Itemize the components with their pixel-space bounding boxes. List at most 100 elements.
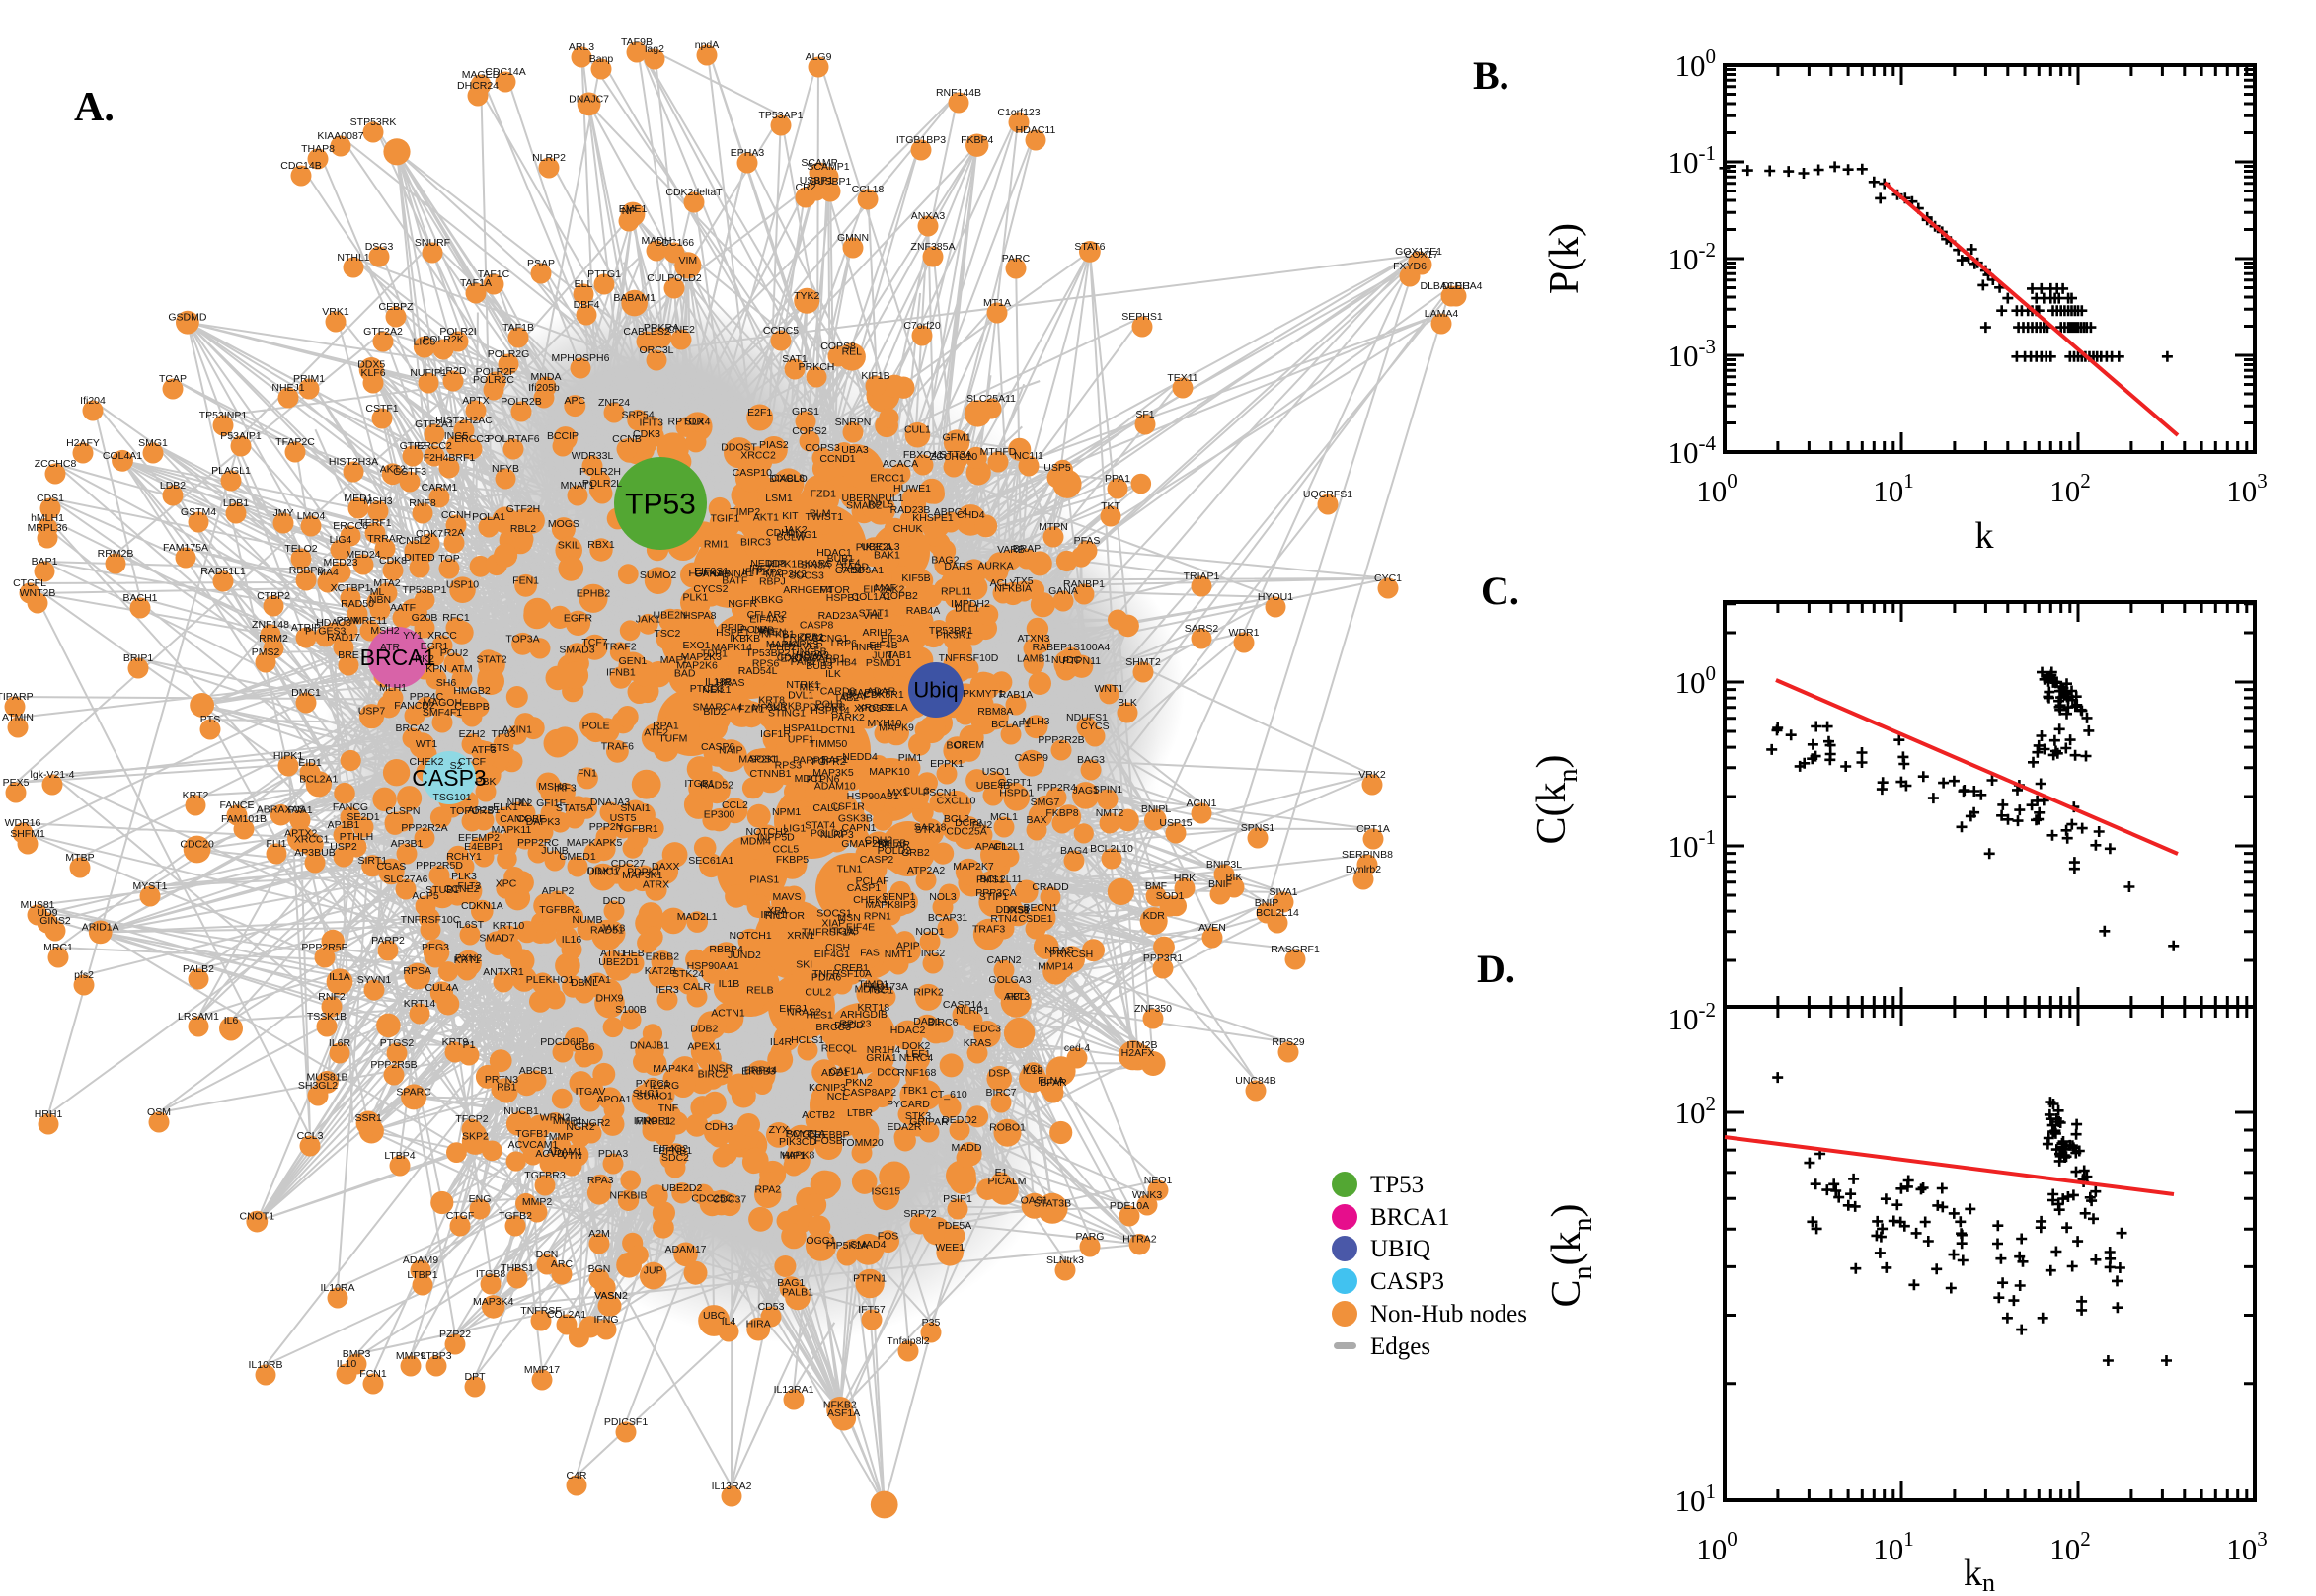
svg-text:ACTB2: ACTB2: [802, 1109, 835, 1121]
svg-text:CALR: CALR: [683, 981, 711, 993]
svg-text:HSPA8: HSPA8: [683, 610, 717, 622]
svg-text:STAT5A: STAT5A: [556, 802, 593, 814]
svg-text:IL6ST: IL6ST: [456, 919, 485, 931]
svg-text:SLNtrk3: SLNtrk3: [1046, 1254, 1084, 1266]
svg-text:KIAA0087: KIAA0087: [317, 130, 363, 142]
svg-text:IL4R: IL4R: [770, 1036, 793, 1048]
svg-text:RASGRF1: RASGRF1: [1271, 944, 1320, 955]
svg-text:EFNB1: EFNB1: [658, 1145, 692, 1157]
svg-text:RPA3: RPA3: [587, 1175, 614, 1186]
svg-text:MMP2: MMP2: [522, 1196, 552, 1208]
svg-text:CXCL8: CXCL8: [771, 473, 805, 485]
svg-text:COL1A1: COL1A1: [852, 591, 891, 603]
svg-text:KRT2: KRT2: [183, 790, 209, 801]
svg-text:GTF2A2: GTF2A2: [363, 326, 403, 338]
svg-text:FOS: FOS: [878, 1231, 899, 1243]
svg-text:GRB2: GRB2: [901, 847, 930, 859]
svg-text:CDC14B: CDC14B: [280, 160, 321, 172]
svg-text:RNF144B: RNF144B: [936, 87, 981, 99]
svg-text:VCL: VCL: [1023, 1063, 1043, 1075]
svg-text:TP53BP1: TP53BP1: [929, 625, 973, 637]
svg-text:IL16: IL16: [562, 934, 582, 946]
svg-text:MRPL36: MRPL36: [28, 522, 68, 534]
svg-text:HRH1: HRH1: [35, 1108, 63, 1120]
svg-text:DNAJC7: DNAJC7: [569, 93, 609, 105]
svg-text:DLEC: DLEC: [1442, 280, 1470, 292]
svg-text:GSTM4: GSTM4: [181, 506, 216, 518]
svg-text:FXYD6: FXYD6: [1393, 261, 1427, 272]
svg-text:XPC: XPC: [496, 878, 517, 890]
svg-text:PMS1: PMS1: [976, 874, 1005, 886]
svg-text:THAP8: THAP8: [301, 143, 335, 155]
svg-text:Banp: Banp: [589, 53, 614, 65]
svg-text:CT_610: CT_610: [930, 1089, 967, 1101]
svg-text:C4R: C4R: [566, 1470, 586, 1482]
svg-text:RAB4A: RAB4A: [906, 605, 940, 617]
svg-text:SNURF: SNURF: [415, 237, 450, 249]
svg-text:CTGF: CTGF: [446, 1210, 475, 1222]
svg-text:PIAS1: PIAS1: [749, 874, 779, 885]
svg-text:MA4: MA4: [317, 567, 339, 578]
svg-text:B.: B.: [1473, 53, 1509, 98]
svg-text:APIP: APIP: [896, 940, 920, 951]
svg-text:CCND1: CCND1: [819, 453, 855, 465]
svg-text:EPPK1: EPPK1: [930, 758, 964, 770]
svg-text:PCLAF: PCLAF: [856, 875, 889, 887]
svg-text:KRT10: KRT10: [493, 920, 525, 932]
svg-text:POLR2H: POLR2H: [579, 466, 621, 478]
svg-text:BIRC7: BIRC7: [986, 1087, 1017, 1099]
svg-text:ABCB1: ABCB1: [519, 1065, 554, 1077]
svg-text:lgk-V21-4: lgk-V21-4: [31, 769, 75, 781]
svg-text:BACH1: BACH1: [122, 592, 157, 604]
svg-text:LAMB1: LAMB1: [1017, 653, 1051, 665]
svg-text:PZP22: PZP22: [439, 1329, 471, 1340]
svg-text:FEN1: FEN1: [512, 574, 539, 586]
svg-text:NOL3: NOL3: [929, 891, 957, 903]
svg-text:CD53: CD53: [758, 1301, 785, 1313]
svg-text:CHD4: CHD4: [957, 509, 985, 521]
svg-text:R2A: R2A: [444, 527, 464, 539]
svg-text:APTX: APTX: [462, 395, 489, 407]
svg-text:CASP6: CASP6: [701, 741, 735, 753]
svg-text:PARP3: PARP3: [793, 754, 826, 766]
svg-text:POLE: POLE: [582, 720, 610, 731]
svg-text:HSPD1: HSPD1: [999, 787, 1034, 798]
svg-text:WT1: WT1: [416, 738, 437, 750]
svg-text:IRF3: IRF3: [554, 782, 577, 794]
svg-text:SHMT2: SHMT2: [1125, 656, 1161, 668]
svg-text:MAVS: MAVS: [773, 891, 802, 903]
svg-text:NFYB: NFYB: [492, 463, 519, 475]
svg-text:IFNB1: IFNB1: [606, 667, 636, 679]
svg-text:SSR1: SSR1: [354, 1112, 382, 1124]
svg-text:EXO1: EXO1: [682, 640, 710, 651]
svg-text:TP53INP1: TP53INP1: [199, 410, 248, 421]
svg-text:GMNN: GMNN: [837, 232, 869, 244]
svg-text:ced-4: ced-4: [1064, 1042, 1090, 1054]
svg-text:RAD51L1: RAD51L1: [200, 566, 246, 577]
svg-text:TSC2: TSC2: [654, 628, 680, 640]
svg-text:CYC1: CYC1: [1374, 572, 1402, 584]
svg-text:HRK: HRK: [1174, 873, 1196, 884]
svg-text:TAF1B: TAF1B: [502, 322, 534, 334]
svg-text:CARM1: CARM1: [422, 482, 458, 494]
svg-text:RAB1A: RAB1A: [999, 689, 1033, 701]
svg-text:ERP44: ERP44: [744, 1064, 777, 1076]
svg-text:KDR: KDR: [1143, 910, 1166, 922]
svg-text:UBC: UBC: [703, 1310, 726, 1322]
svg-text:CCL18: CCL18: [852, 184, 885, 195]
svg-text:CYCS2: CYCS2: [693, 583, 728, 595]
svg-text:ATMIN: ATMIN: [2, 712, 34, 723]
svg-text:TRAF6: TRAF6: [601, 740, 634, 752]
svg-text:RELB: RELB: [746, 984, 773, 996]
svg-text:EID1: EID1: [298, 757, 322, 769]
svg-text:RNF2: RNF2: [318, 991, 346, 1003]
svg-text:IL1B: IL1B: [719, 978, 740, 990]
svg-text:ATF4: ATF4: [836, 558, 861, 570]
svg-text:PPP2R4: PPP2R4: [1037, 782, 1076, 794]
svg-text:PDIA3: PDIA3: [598, 1148, 629, 1160]
svg-text:PYDC1: PYDC1: [636, 1078, 670, 1090]
svg-text:ALG9: ALG9: [806, 51, 832, 63]
svg-text:DSP: DSP: [988, 1068, 1010, 1080]
svg-text:TSSK1B: TSSK1B: [307, 1011, 347, 1023]
svg-text:SF1: SF1: [1135, 409, 1154, 420]
